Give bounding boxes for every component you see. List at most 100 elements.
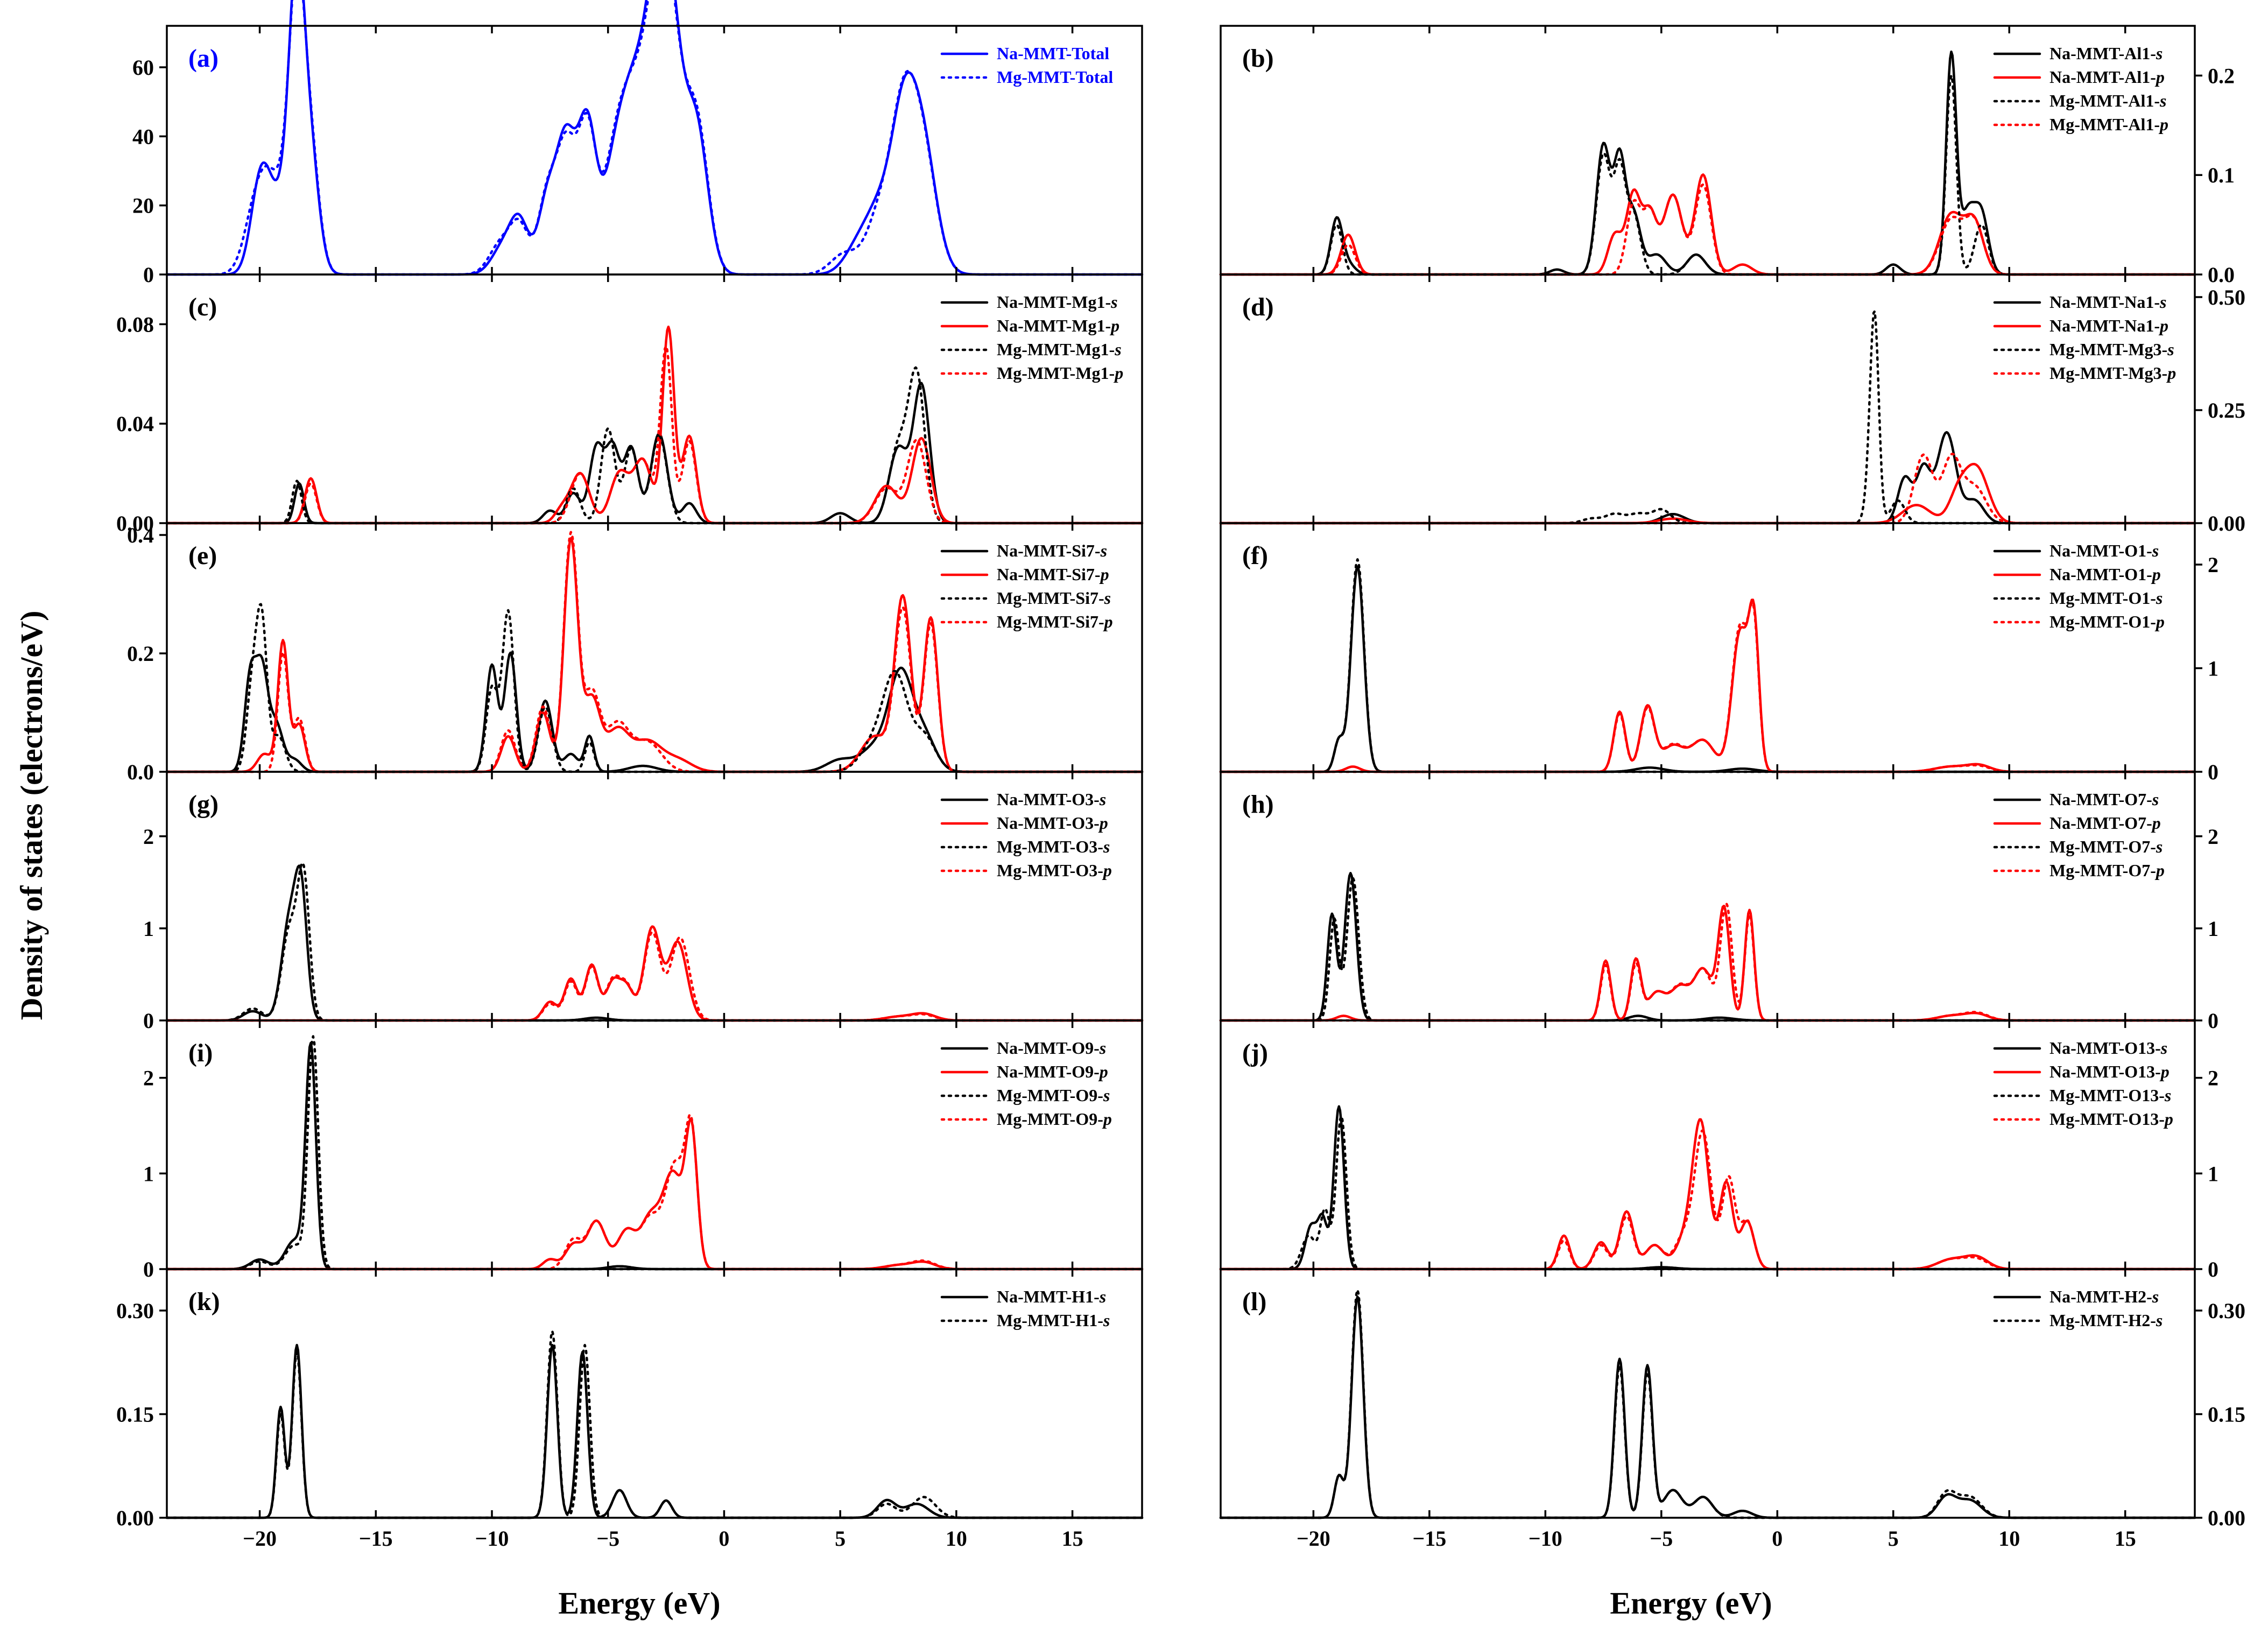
legend: Na-MMT-Total Mg-MMT-Total [940, 44, 1113, 87]
x-tick-label: 0 [719, 1526, 729, 1551]
legend: Na-MMT-Al1-s Na-MMT-Al1-p Mg-MMT-Al1-s Mg-M… [1993, 44, 2168, 134]
series-na-mmt-al1-s [1219, 50, 2196, 276]
legend-label: Na-MMT-H1-s [997, 1287, 1106, 1306]
x-tick-label: 15 [1062, 1526, 1083, 1551]
series-mg-mmt-mg3-p [1219, 453, 2196, 525]
legend-label: Na-MMT-H2-s [2049, 1287, 2159, 1306]
legend-label: Na-MMT-O9-p [997, 1062, 1108, 1081]
y-tick-label: 60 [132, 55, 154, 80]
panel-c: 0.00 0.04 0.08 (c) Na-MMT-Mg1-s Na-MMT-Mg1-p M… [116, 273, 1144, 536]
y-tick-label: 1 [2208, 657, 2218, 681]
legend-label: Mg-MMT-Mg3-s [2049, 340, 2174, 359]
legend-label: Na-MMT-O1-s [2049, 541, 2159, 560]
y-tick-label: 2 [143, 825, 154, 849]
panel-label: (j) [1242, 1039, 1268, 1067]
y-tick-label: 2 [2208, 553, 2218, 577]
panel-a: 0 20 40 60 (a) Na-MMT-Total Mg-MMT-Total [132, 0, 1144, 287]
series-mg-mmt-h1-s [165, 1330, 1144, 1519]
legend-label: Mg-MMT-H1-s [997, 1311, 1110, 1330]
series-na-mmt-si7-s [165, 651, 1144, 773]
legend-label: Mg-MMT-O9-p [997, 1109, 1112, 1129]
panel-label: (f) [1242, 541, 1268, 570]
x-tick-label: −5 [596, 1526, 619, 1551]
legend-label: Na-MMT-O9-s [997, 1038, 1106, 1058]
series-na-mmt-h2-s [1219, 1295, 2196, 1519]
legend: Na-MMT-O7-s Na-MMT-O7-p Mg-MMT-O7-s Mg-MMT-… [1993, 790, 2165, 880]
panel-label: (g) [188, 790, 219, 819]
panel-label: (c) [188, 293, 217, 321]
series-mg-mmt-si7-p [165, 531, 1144, 773]
panel-frame [1220, 1019, 2196, 1270]
series-mg-mmt-o1-s [1219, 558, 2196, 773]
series-na-mmt-o13-p [1219, 1118, 2196, 1271]
series-na-mmt-na1-p [1219, 462, 2196, 525]
series-na-mmt-mg1-p [165, 325, 1144, 525]
y-tick-label: 1 [143, 1161, 154, 1186]
panel-frame [166, 522, 1143, 773]
y-tick-label: 1 [143, 917, 154, 941]
panel-j: 0 1 2 (j) Na-MMT-O13-s Na-MMT-O13-p Mg-MMT-O13… [1219, 1019, 2218, 1281]
panel-frame [166, 1268, 1143, 1519]
legend-label: Na-MMT-Si7-p [997, 565, 1109, 584]
panel-h: 0 1 2 (h) Na-MMT-O7-s Na-MMT-O7-p Mg-MMT-O7-s M… [1219, 771, 2218, 1033]
legend: Na-MMT-Na1-s Na-MMT-Na1-p Mg-MMT-Mg3-s Mg-M… [1993, 292, 2176, 383]
legend-label: Na-MMT-O1-p [2049, 565, 2161, 584]
legend-label: Mg-MMT-Al1-s [2049, 91, 2166, 110]
legend-label: Na-MMT-Al1-s [2049, 44, 2163, 63]
legend: Na-MMT-O13-s Na-MMT-O13-p Mg-MMT-O13-s Mg-M… [1993, 1038, 2173, 1129]
legend: Na-MMT-O1-s Na-MMT-O1-p Mg-MMT-O1-s Mg-MMT-… [1993, 541, 2165, 631]
panel-i: 0 1 2 (i) Na-MMT-O9-s Na-MMT-O9-p Mg-MMT-O9-s M… [143, 1019, 1144, 1281]
y-tick-label: 40 [132, 124, 154, 149]
legend-label: Mg-MMT-O13-s [2049, 1086, 2171, 1105]
y-tick-label: 20 [132, 194, 154, 218]
legend-label: Na-MMT-O13-p [2049, 1062, 2170, 1081]
legend-label: Mg-MMT-Mg1-s [997, 340, 1122, 359]
legend-label: Na-MMT-O3-s [997, 790, 1106, 809]
y-tick-label: 0.00 [2208, 1506, 2245, 1530]
y-axis-title: Density of states (electrons/eV) [14, 611, 49, 1020]
y-tick-label: 0 [2208, 760, 2218, 784]
y-tick-label: 0 [143, 263, 154, 287]
legend-label: Mg-MMT-O3-p [997, 861, 1112, 880]
series-na-mmt-o9-p [165, 1117, 1144, 1271]
y-tick-label: 0.25 [2208, 398, 2245, 422]
panel-frame [1220, 522, 2196, 773]
series-na-mmt-o7-p [1219, 904, 2196, 1022]
y-tick-label: 0.0 [2208, 263, 2235, 287]
x-axis-title-right: Energy (eV) [1610, 1586, 1772, 1621]
y-tick-label: 1 [2208, 1161, 2218, 1186]
legend-label: Mg-MMT-Al1-p [2049, 115, 2168, 134]
panel-e: 0.0 0.2 0.4 (e) Na-MMT-Si7-s Na-MMT-Si7-p Mg-M… [127, 522, 1144, 784]
series-mg-mmt-mg1-s [165, 366, 1144, 525]
x-tick-label: 5 [835, 1526, 846, 1551]
series-mg-mmt-o13-p [1219, 1129, 2196, 1271]
legend-label: Mg-MMT-O7-s [2049, 837, 2163, 856]
series-na-mmt-o7-s [1219, 871, 2196, 1022]
y-tick-label: 0.15 [2208, 1403, 2245, 1427]
x-tick-label: 0 [1772, 1526, 1783, 1551]
x-tick-label: −15 [1412, 1526, 1446, 1551]
legend-label: Mg-MMT-O1-s [2049, 588, 2163, 608]
legend-label: Mg-MMT-O1-p [2049, 612, 2165, 631]
series-mg-mmt-mg1-p [165, 344, 1144, 525]
legend-label: Na-MMT-Mg1-p [997, 316, 1119, 335]
series-mg-mmt-al1-s [1219, 74, 2196, 276]
x-tick-label: −5 [1650, 1526, 1673, 1551]
series-mg-mmt-mg3-s [1219, 310, 2196, 525]
y-tick-label: 0.08 [116, 312, 154, 336]
panel-frame [166, 25, 1143, 276]
legend-label: Mg-MMT-O13-p [2049, 1109, 2173, 1129]
series-na-mmt-total [165, 0, 1144, 276]
legend-label: Mg-MMT-H2-s [2049, 1311, 2163, 1330]
legend: Na-MMT-O9-s Na-MMT-O9-p Mg-MMT-O9-s Mg-MMT-… [940, 1038, 1112, 1129]
legend: Na-MMT-Si7-s Na-MMT-Si7-p Mg-MMT-Si7-s Mg-M… [940, 541, 1113, 631]
legend-label: Mg-MMT-O3-s [997, 837, 1110, 856]
series-na-mmt-o1-s [1219, 565, 2196, 773]
panel-f: 0 1 2 (f) Na-MMT-O1-s Na-MMT-O1-p Mg-MMT-O1-s M… [1219, 522, 2218, 784]
legend: Na-MMT-Mg1-s Na-MMT-Mg1-p Mg-MMT-Mg1-s Mg-M… [940, 292, 1123, 383]
y-tick-label: 0.2 [127, 642, 154, 666]
panel-b: 0.0 0.1 0.2 (b) Na-MMT-Al1-s Na-MMT-Al1-p Mg-M… [1219, 25, 2235, 287]
legend-label: Na-MMT-O3-p [997, 813, 1108, 833]
series-na-mmt-al1-p [1219, 173, 2196, 276]
